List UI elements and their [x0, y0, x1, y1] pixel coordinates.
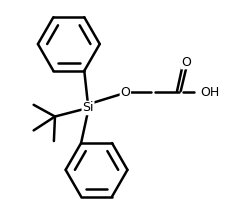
Text: OH: OH	[200, 86, 219, 98]
Text: O: O	[120, 86, 130, 98]
Text: Si: Si	[82, 102, 94, 114]
Text: O: O	[181, 56, 191, 69]
